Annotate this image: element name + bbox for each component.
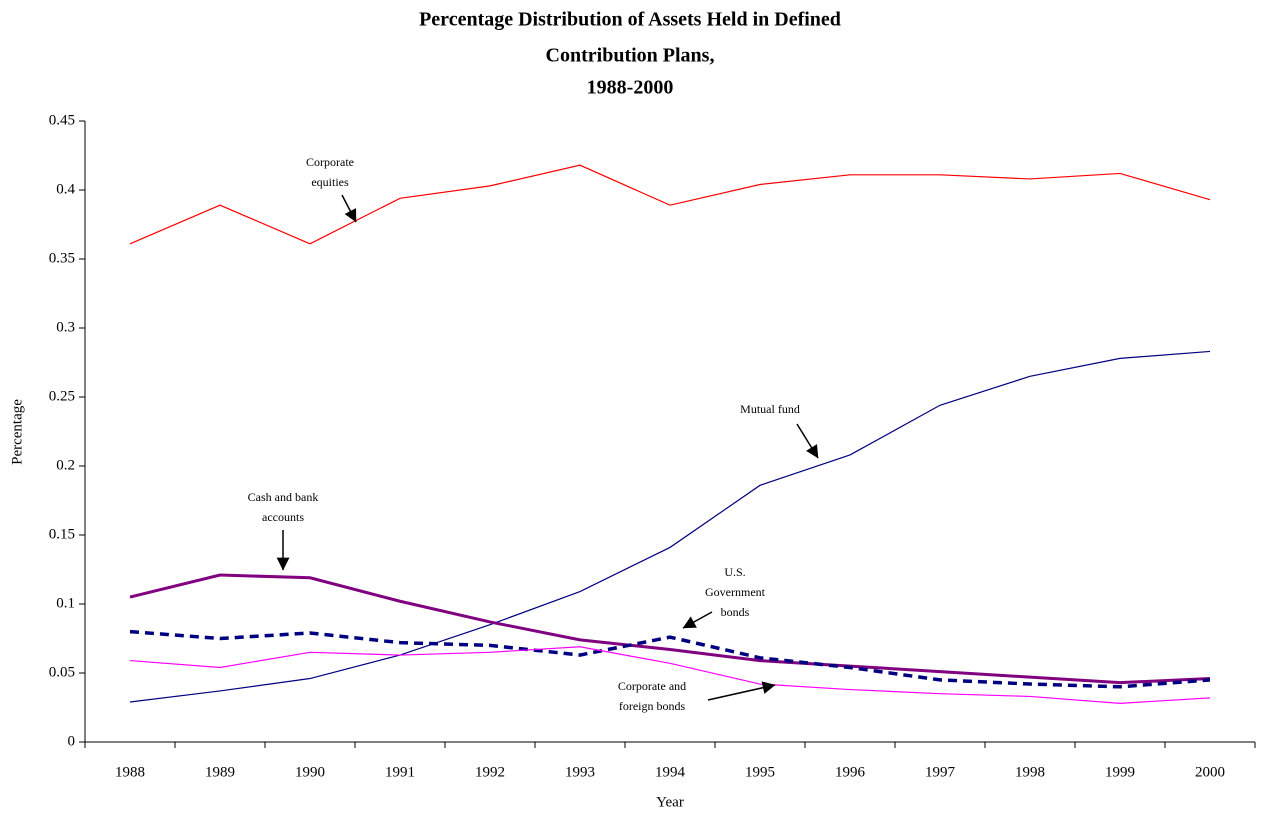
x-tick-label: 1992 [475, 764, 505, 780]
chart-title: Percentage Distribution of Assets Held i… [419, 9, 841, 31]
x-tick-label: 1997 [925, 764, 956, 780]
y-tick-label: 0.4 [56, 181, 75, 197]
chart-title: Contribution Plans, [546, 45, 715, 67]
y-tick-label: 0.25 [49, 388, 75, 404]
x-axis-label: Year [656, 794, 684, 810]
y-tick-label: 0.3 [56, 319, 75, 335]
x-tick-label: 1993 [565, 764, 595, 780]
y-tick-label: 0.1 [56, 595, 75, 611]
line-series [129, 646, 1211, 704]
x-tick-label: 2000 [1195, 764, 1225, 780]
x-tick-label: 1995 [745, 764, 775, 780]
y-tick-label: 0.2 [56, 457, 75, 473]
x-tick-label: 1989 [205, 764, 235, 780]
annotation: Mutual fund [740, 402, 800, 416]
y-tick-label: 0.45 [49, 112, 75, 128]
annotation: U.S. Government bonds [705, 565, 766, 619]
annotation-arrow [341, 194, 357, 223]
x-tick-label: 1994 [655, 764, 686, 780]
y-tick-label: 0.15 [49, 526, 75, 542]
x-tick-label: 1998 [1015, 764, 1045, 780]
annotation-arrow [796, 423, 819, 459]
line-series [129, 629, 1211, 689]
annotation: Corporate and foreign bonds [618, 679, 686, 713]
y-axis-label: Percentage [9, 399, 25, 465]
x-tick-label: 1996 [835, 764, 866, 780]
annotation-arrow [682, 611, 713, 629]
x-tick-label: 1999 [1105, 764, 1135, 780]
annotation: Corporate equities [306, 155, 354, 189]
x-tick-label: 1990 [295, 764, 325, 780]
y-tick-label: 0.05 [49, 664, 75, 680]
chart-title: 1988-2000 [587, 77, 674, 99]
annotation: Cash and bank accounts [248, 490, 319, 524]
x-tick-label: 1988 [115, 764, 145, 780]
line-series [129, 350, 1211, 703]
line-series [129, 573, 1211, 685]
x-tick-label: 1991 [385, 764, 415, 780]
line-series [129, 164, 1211, 245]
annotation-arrow [707, 681, 776, 701]
y-tick-label: 0 [68, 733, 76, 749]
y-tick-label: 0.35 [49, 250, 75, 266]
